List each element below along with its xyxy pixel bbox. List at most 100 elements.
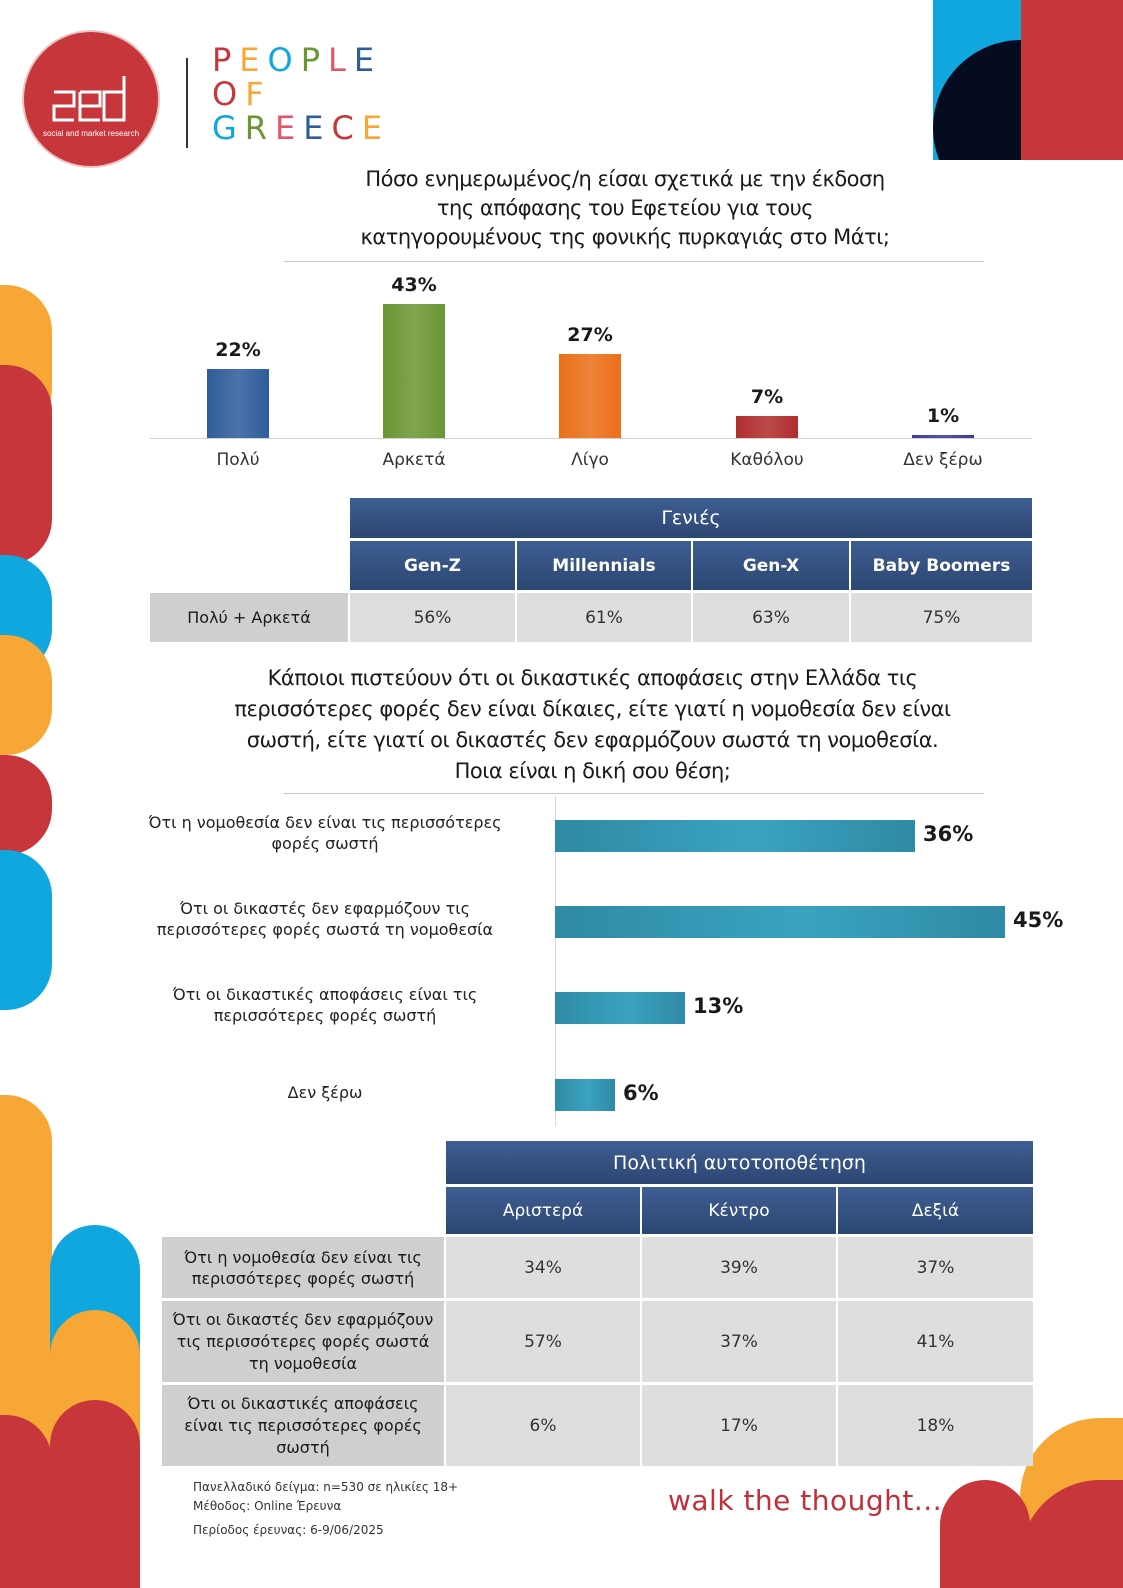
decor-bottom-right [1020, 1418, 1123, 1588]
table-row: Ότι η νομοθεσία δεν είναι τις περισσότερ… [162, 1234, 1033, 1298]
brand-letter: P [300, 41, 328, 79]
category-label: Ότι η νομοθεσία δεν είναι τις περισσότερ… [110, 812, 540, 854]
category-label: Καθόλου [730, 450, 804, 470]
decor-bottom-left [0, 1095, 140, 1588]
data-label: 22% [215, 339, 261, 362]
brand-letter: E [239, 41, 268, 79]
bar [555, 906, 1005, 938]
table-cell: 63% [693, 590, 851, 642]
table-cell: 17% [642, 1382, 838, 1466]
footer-slogan: walk the thought... [668, 1484, 943, 1517]
brand-letter: G [212, 109, 245, 147]
column-header: Gen-Z [350, 538, 517, 590]
category-label: Πολύ [216, 450, 260, 470]
category-label: Λίγο [571, 450, 609, 470]
column-header: Gen-X [693, 538, 851, 590]
category-label-line: Ότι οι δικαστές δεν εφαρμόζουν τις [179, 899, 471, 918]
decor-top-right [933, 0, 1123, 160]
data-label: 45% [1013, 908, 1064, 932]
question1-title-line: κατηγορουμένους της φονικής πυρκαγιάς στ… [360, 225, 890, 249]
people-of-greece-line-1: PEOPLE [212, 42, 382, 78]
question2-title-line: Ποια είναι η δική σου θέση; [454, 759, 731, 783]
question2-title-line: σωστή, είτε γιατί οι δικαστές δεν εφαρμό… [246, 728, 939, 752]
politics-group-header: Πολιτική αυτοτοποθέτηση [446, 1141, 1033, 1184]
category-label-line: Ότι η νομοθεσία δεν είναι τις περισσότερ… [148, 813, 502, 832]
generations-table: Γενιές Gen-Z Millennials Gen-X Baby Boom… [150, 498, 1032, 642]
brand-logo [24, 32, 158, 166]
data-label: 13% [693, 994, 744, 1018]
question2-title: Κάποιοι πιστεύουν ότι οι δικαστικές αποφ… [150, 663, 1035, 787]
question1-title-line: της απόφασης του Εφετείου για τους [436, 196, 814, 220]
category-label: Ότι οι δικαστικές αποφάσεις είναι τις περ… [110, 984, 540, 1026]
row-label: Ότι οι δικαστικές αποφάσεις είναι τις πε… [162, 1382, 446, 1466]
column-header: Δεξιά [838, 1184, 1033, 1234]
bar [559, 353, 621, 438]
question2-title-line: περισσότερες φορές δεν είναι δίκαιες, εί… [234, 697, 951, 721]
category-label: Δεν ξέρω [903, 450, 983, 470]
data-label: 7% [750, 386, 784, 409]
category-label-line: περισσότερες φορές σωστή [213, 1006, 437, 1025]
footnote-sample: Πανελλαδικό δείγμα: n=530 σε ηλικίες 18+ [193, 1480, 459, 1494]
question2-title-line: Κάποιοι πιστεύουν ότι οι δικαστικές αποφ… [267, 666, 918, 690]
logo-mark-icon [52, 76, 126, 122]
table-cell: 75% [851, 590, 1032, 642]
brand-letter: E [353, 41, 383, 79]
table-cell: 61% [517, 590, 693, 642]
table-row: Πολύ + Αρκετά 56% 61% 63% 75% [150, 590, 1032, 642]
row-label: Ότι οι δικαστές δεν εφαρμόζουν τις περισ… [162, 1298, 446, 1382]
table-cell: 41% [838, 1298, 1033, 1382]
bar [555, 820, 915, 852]
politics-table: Πολιτική αυτοτοποθέτηση Αριστερά Κέντρο … [162, 1141, 1033, 1466]
question1-rule [284, 261, 984, 262]
bar [555, 992, 685, 1024]
category-label-line: περισσότερες φορές σωστά τη νομοθεσία [156, 920, 494, 939]
brand-letter: R [244, 109, 276, 147]
logo-tagline: social and market research [42, 129, 140, 138]
opinion-bar-chart: 36% Ότι η νομοθεσία δεν είναι τις περισσό… [110, 812, 1064, 1111]
header-divider [186, 58, 188, 148]
category-label-line: Ότι οι δικαστικές αποφάσεις είναι τις [172, 985, 478, 1004]
question2-rule [284, 793, 984, 794]
table-row: Ότι οι δικαστές δεν εφαρμόζουν τις περισ… [162, 1298, 1033, 1382]
data-label: 43% [391, 274, 437, 296]
category-label-line: Δεν ξέρω [287, 1082, 363, 1102]
table-cell: 34% [446, 1234, 642, 1298]
bar [383, 304, 445, 438]
chart2-axis [555, 796, 556, 1126]
row-label: Πολύ + Αρκετά [150, 590, 350, 642]
table-cell: 37% [838, 1234, 1033, 1298]
question1-title: Πόσο ενημερωμένος/η είσαι σχετικά με την… [230, 165, 1020, 252]
column-header: Millennials [517, 538, 693, 590]
column-header: Baby Boomers [851, 538, 1032, 590]
brand-letter: L [328, 41, 354, 79]
footnote-period: Περίοδος έρευνας: 6-9/06/2025 [193, 1523, 384, 1537]
people-of-greece-line-3: GREECE [212, 110, 390, 146]
people-of-greece-line-2: OF [212, 76, 272, 112]
table-cell: 37% [642, 1298, 838, 1382]
table-cell: 39% [642, 1234, 838, 1298]
table-cell: 56% [350, 590, 517, 642]
category-label: Ότι οι δικαστές δεν εφαρμόζουν τις περισσ… [110, 898, 540, 940]
brand-letter: O [267, 41, 301, 79]
awareness-bar-chart: 22% Πολύ 43% Αρκετά 27% Λίγο 7% Καθόλου 1% Δεν ξέ… [0, 0, 1123, 480]
brand-letter: O [212, 75, 246, 113]
chart1-baseline [150, 438, 1032, 439]
row-label: Ότι η νομοθεσία δεν είναι τις περισσότερ… [162, 1234, 446, 1298]
brand-letter: F [245, 75, 272, 113]
bar [555, 1079, 615, 1111]
decor-left-strip [0, 285, 52, 1010]
question1-title-line: Πόσο ενημερωμένος/η είσαι σχετικά με την… [365, 167, 885, 191]
category-label: Δεν ξέρω [110, 1082, 540, 1103]
table-cell: 6% [446, 1382, 642, 1466]
brand-letter: E [361, 109, 391, 147]
category-label: Αρκετά [382, 450, 446, 470]
data-label: 27% [567, 323, 613, 346]
bar [736, 416, 798, 438]
brand-letter: E [275, 109, 304, 147]
generations-group-header: Γενιές [350, 498, 1032, 538]
column-header: Αριστερά [446, 1184, 642, 1234]
brand-letter: C [331, 109, 362, 147]
data-label: 36% [923, 822, 974, 846]
data-label: 1% [926, 404, 960, 427]
column-header: Κέντρο [642, 1184, 838, 1234]
